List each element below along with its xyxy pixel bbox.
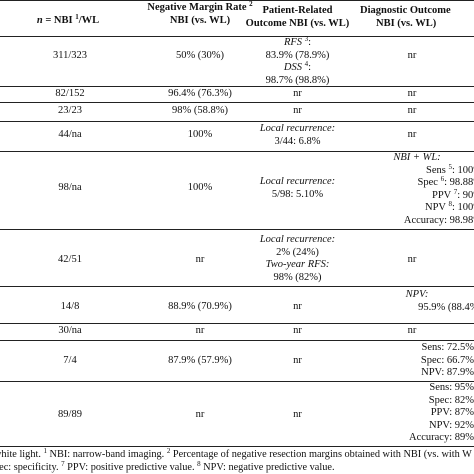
row4-margin: 100%	[187, 129, 213, 140]
table-bottom-rule	[0, 446, 474, 447]
row7-patient: nr	[293, 301, 302, 312]
row5-diagnostic: NBI + WL: Sens 5: 100% Spec 6: 98.88% PP…	[393, 152, 474, 226]
row10-n: 89/89	[58, 409, 82, 420]
row1-patient: RFS 3: 83.9% (78.9%) DSS 4: 98.7% (98.8%…	[265, 35, 330, 86]
row5-patient: Local recurrence: 5/98: 5.10%	[259, 176, 336, 200]
row1-n: 311/323	[52, 50, 88, 61]
row8-diagnostic: nr	[407, 325, 417, 336]
header-negative-margin-rate: Negative Margin Rate 2 NBI (vs. WL)	[147, 0, 253, 26]
row-rule	[0, 121, 474, 122]
row-rule	[0, 323, 474, 324]
table-top-rule	[0, 0, 474, 1]
row4-n: 44/na	[58, 129, 82, 140]
row-rule	[0, 229, 474, 230]
row-rule	[0, 86, 474, 87]
row9-patient: nr	[293, 355, 302, 366]
row7-margin: 88.9% (70.9%)	[168, 301, 232, 312]
row10-diagnostic: Sens: 95% Spec: 82% PPV: 87% NPV: 92% Ac…	[408, 382, 474, 443]
row3-patient: nr	[293, 105, 302, 116]
header-patient-related-outcome: Patient-Related Outcome NBI (vs. WL)	[245, 5, 350, 29]
row10-margin: nr	[195, 409, 205, 420]
row3-margin: 98% (58.8%)	[172, 105, 228, 116]
row6-n: 42/51	[58, 254, 82, 265]
row-rule	[0, 286, 474, 287]
row3-n: 23/23	[58, 105, 82, 116]
header-bottom-rule	[0, 36, 474, 37]
row2-margin: 96.4% (76.3%)	[168, 88, 232, 99]
row3-diagnostic: nr	[407, 105, 417, 116]
row6-patient: Local recurrence: 2% (24%) Two-year RFS:…	[259, 234, 336, 283]
row2-n: 82/152	[55, 88, 85, 99]
row8-n: 30/na	[58, 325, 82, 336]
row9-diagnostic: Sens: 72.5% Spec: 66.7% NPV: 87.9%	[420, 342, 474, 378]
row4-diagnostic: nr	[407, 129, 417, 140]
footnote-line-2: pec: specificity. 7 PPV: positive predic…	[0, 460, 335, 474]
row9-n: 7/4	[63, 355, 77, 366]
row-rule	[0, 381, 474, 382]
row9-margin: 87.9% (57.9%)	[168, 355, 232, 366]
row8-patient: nr	[293, 325, 302, 336]
footnote-line-1: white light. 1 NBI: narrow-band imaging.…	[0, 447, 472, 461]
row10-patient: nr	[293, 409, 302, 420]
row4-patient: Local recurrence: 3/44: 6.8%	[259, 123, 336, 147]
header-diagnostic-outcome: Diagnostic Outcome NBI (vs. WL)	[360, 5, 451, 29]
row-rule	[0, 102, 474, 103]
row6-diagnostic: nr	[407, 254, 417, 265]
row-rule	[0, 340, 474, 341]
row8-margin: nr	[195, 325, 205, 336]
row1-diagnostic: nr	[407, 50, 417, 61]
row2-patient: nr	[293, 88, 302, 99]
row-rule	[0, 151, 474, 152]
row1-margin: 50% (30%)	[175, 50, 225, 61]
row7-n: 14/8	[60, 301, 80, 312]
row7-diagnostic: NPV: 95.9% (88.4%)	[405, 289, 474, 313]
row2-diagnostic: nr	[407, 88, 417, 99]
header-n-nbi-wl: n = NBI 1/WL	[36, 13, 100, 27]
row5-n: 98/na	[58, 182, 82, 193]
row6-margin: nr	[195, 254, 205, 265]
row5-margin: 100%	[187, 182, 213, 193]
